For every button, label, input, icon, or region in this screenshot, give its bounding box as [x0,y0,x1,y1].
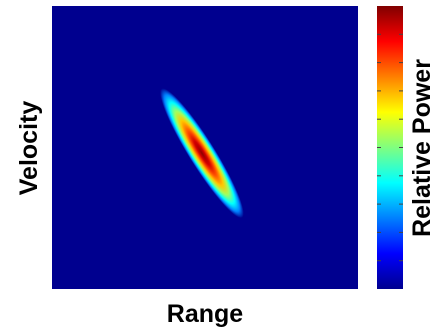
plot-area [52,6,358,289]
x-axis-label: Range [167,300,244,328]
colorbar-scale [377,6,403,289]
colorbar-label: Relative Power [408,59,433,237]
colorbar [377,6,403,289]
colorbar-ticks [377,33,403,262]
power-peak-blob [160,88,244,218]
y-axis-label: Velocity [15,101,43,196]
